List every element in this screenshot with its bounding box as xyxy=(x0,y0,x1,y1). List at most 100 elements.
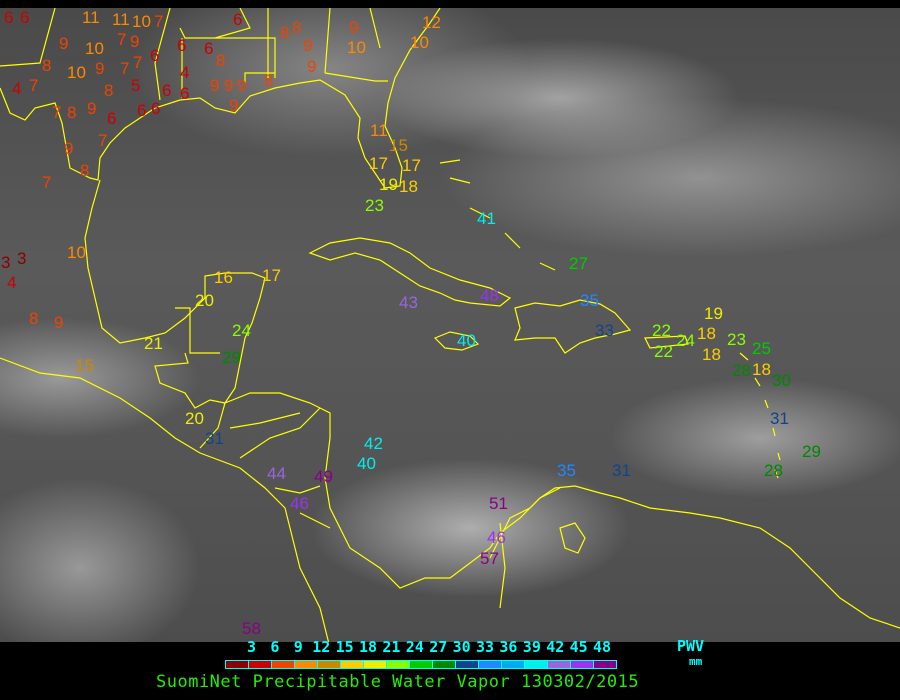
station-pwv-value: 22 xyxy=(652,321,671,340)
station-pwv-value: 42 xyxy=(364,434,383,453)
legend-swatch xyxy=(272,661,295,668)
station-pwv-value: 8 xyxy=(280,23,289,42)
station-pwv-value: 11 xyxy=(112,10,130,29)
legend-swatch xyxy=(318,661,341,668)
station-pwv-value: 8 xyxy=(292,18,301,37)
station-pwv-value: 10 xyxy=(132,12,151,31)
station-pwv-value: 10 xyxy=(410,33,429,52)
station-pwv-value: 21 xyxy=(144,334,163,353)
puerto-rico xyxy=(644,335,689,349)
bahamas xyxy=(439,159,556,271)
hispaniola xyxy=(514,299,632,354)
station-pwv-value: 7 xyxy=(29,76,38,95)
station-pwv-value: 10 xyxy=(85,39,104,58)
station-pwv-value: 6 xyxy=(151,99,160,118)
legend-tick: 6 xyxy=(270,638,280,656)
legend-tick: 12 xyxy=(312,638,331,656)
legend-swatch xyxy=(571,661,594,668)
legend-unit: mm xyxy=(689,655,703,668)
lesser-antilles xyxy=(739,352,781,479)
station-pwv-value: 16 xyxy=(214,268,233,287)
station-pwv-value: 6 xyxy=(233,10,242,29)
legend-swatch xyxy=(479,661,502,668)
station-pwv-value: 6 xyxy=(150,46,159,65)
station-pwv-value: 11 xyxy=(82,8,100,27)
legend-tick: 21 xyxy=(382,638,401,656)
station-pwv-value: 20 xyxy=(185,409,204,428)
station-pwv-value: 17 xyxy=(369,154,388,173)
station-pwv-value: 9 xyxy=(349,18,358,37)
station-pwv-value: 35 xyxy=(557,461,576,480)
station-pwv-value: 8 xyxy=(42,56,51,75)
station-pwv-value: 46 xyxy=(290,494,309,513)
legend-swatch xyxy=(456,661,479,668)
legend-tick: 39 xyxy=(522,638,541,656)
station-pwv-value: 43 xyxy=(399,293,418,312)
station-pwv-value: 31 xyxy=(612,461,631,480)
station-pwv-value: 11 xyxy=(370,121,388,140)
station-pwv-value: 9 xyxy=(210,76,219,95)
station-pwv-value: 4 xyxy=(180,63,189,82)
station-pwv-value: 9 xyxy=(229,96,238,115)
station-pwv-value: 51 xyxy=(489,494,508,513)
station-pwv-value: 17 xyxy=(262,266,281,285)
station-pwv-value: 8 xyxy=(80,161,89,180)
station-pwv-value: 7 xyxy=(120,59,129,78)
station-pwv-value: 24 xyxy=(232,321,251,340)
legend-tick: 45 xyxy=(569,638,588,656)
legend-swatch xyxy=(594,661,616,668)
legend-swatch xyxy=(410,661,433,668)
station-pwv-value: 9 xyxy=(87,99,96,118)
station-pwv-value: 7 xyxy=(42,173,51,192)
gulf-coast xyxy=(0,8,441,189)
station-pwv-value: 19 xyxy=(379,175,398,194)
color-legend: 3 6 9 12 15 18 21 24 27 30 33 36 39 42 45 48 PWV mm Suo… xyxy=(0,638,900,700)
station-pwv-value: 18 xyxy=(752,360,771,379)
station-pwv-value: 7 xyxy=(154,12,163,31)
south-america-coast xyxy=(489,485,900,629)
legend-tick: 27 xyxy=(429,638,448,656)
station-pwv-value: 10 xyxy=(67,63,86,82)
station-pwv-value: 23 xyxy=(727,330,746,349)
station-pwv-value: 4 xyxy=(12,79,21,98)
station-pwv-value: 8 xyxy=(29,309,38,328)
jamaica xyxy=(433,331,480,351)
station-pwv-value: 22 xyxy=(654,342,673,361)
legend-tick: 15 xyxy=(335,638,354,656)
legend-unit-label: PWV xyxy=(677,637,705,655)
legend-swatch xyxy=(548,661,571,668)
station-pwv-value: 48 xyxy=(480,286,499,305)
legend-tick: 3 xyxy=(247,638,257,656)
station-pwv-value: 15 xyxy=(75,356,94,375)
station-pwv-value: 9 xyxy=(59,34,68,53)
cuba xyxy=(308,237,512,307)
legend-swatch xyxy=(226,661,249,668)
station-pwv-value: 40 xyxy=(457,331,476,350)
station-pwv-value: 9 xyxy=(237,76,246,95)
station-pwv-value: 9 xyxy=(303,36,312,55)
station-pwv-value: 7 xyxy=(52,103,61,122)
station-pwv-value: 7 xyxy=(133,53,142,72)
station-pwv-value: 6 xyxy=(20,8,29,27)
station-pwv-value: 8 xyxy=(67,103,76,122)
station-pwv-value: 30 xyxy=(772,371,791,390)
station-pwv-value: 20 xyxy=(195,291,214,310)
legend-swatch xyxy=(502,661,525,668)
station-pwv-value: 4 xyxy=(7,273,16,292)
station-pwv-value: 9 xyxy=(224,76,233,95)
us-state-borders xyxy=(0,8,388,101)
legend-swatch xyxy=(249,661,272,668)
legend-tick: 42 xyxy=(546,638,565,656)
station-pwv-value: 7 xyxy=(117,30,126,49)
station-pwv-value: 3 xyxy=(1,253,10,272)
legend-swatch xyxy=(295,661,318,668)
legend-tick: 33 xyxy=(476,638,495,656)
station-pwv-value: 19 xyxy=(704,304,723,323)
legend-tick: 36 xyxy=(499,638,518,656)
station-pwv-value: 6 xyxy=(107,109,116,128)
station-pwv-value: 6 xyxy=(204,39,213,58)
station-pwv-value: 6 xyxy=(137,101,146,120)
station-pwv-value: 58 xyxy=(242,619,261,638)
